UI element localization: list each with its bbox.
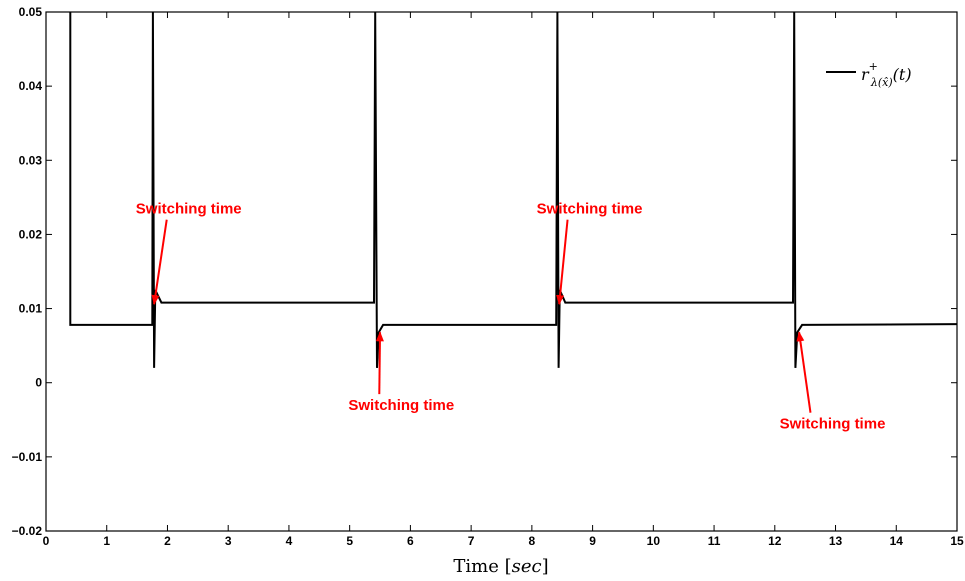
annotation-arrow — [796, 331, 812, 413]
annotations-layer: Switching time Switching time Switching ti… — [136, 201, 886, 433]
x-tick-label: 10 — [647, 534, 661, 548]
annotation-arrow — [151, 219, 168, 306]
series-layer — [69, 11, 958, 368]
x-tick-label: 4 — [286, 534, 293, 548]
legend-sup: + — [869, 60, 878, 73]
x-tick-label: 15 — [950, 534, 964, 548]
x-tick-label: 5 — [346, 534, 353, 548]
annotation-arrow — [375, 331, 384, 395]
y-tick-label: −0.02 — [12, 524, 43, 538]
x-tick-label: 8 — [529, 534, 536, 548]
legend-main: r — [861, 65, 870, 84]
legend-entry: r+ λ(x̂)(t) — [861, 60, 912, 89]
y-tick-label: 0.01 — [19, 302, 43, 316]
x-tick-label: 11 — [708, 534, 721, 548]
y-tick-label: 0.04 — [19, 79, 43, 93]
legend: r+ λ(x̂)(t) — [826, 60, 912, 89]
x-tick-label: 9 — [589, 534, 596, 548]
y-tick-label: 0.02 — [19, 227, 43, 241]
annotation-label: Switching time — [537, 201, 643, 218]
x-axis-label: Time [sec] — [453, 556, 548, 577]
x-tick-label: 6 — [407, 534, 414, 548]
x-axis-label-unit: sec — [512, 556, 542, 577]
x-tick-label: 14 — [890, 534, 904, 548]
y-tick-label: 0 — [35, 376, 42, 390]
x-tick-label: 7 — [468, 534, 475, 548]
annotation-label: Switching time — [136, 201, 242, 218]
y-axis: −0.02 −0.01 0 0.01 0.02 0.03 0.04 0.05 — [12, 5, 957, 538]
annotation-label: Switching time — [348, 397, 454, 414]
series-line — [69, 11, 958, 368]
legend-sub: λ(x̂) — [870, 76, 893, 89]
plot-area — [45, 11, 958, 532]
x-tick-label: 1 — [103, 534, 110, 548]
x-axis-label-name: Time — [453, 556, 498, 577]
legend-tail: (t) — [893, 65, 912, 84]
x-tick-label: 12 — [768, 534, 782, 548]
x-axis: 0 1 2 3 4 5 6 7 8 9 10 11 12 13 14 15 — [43, 12, 964, 548]
y-tick-label: −0.01 — [12, 450, 43, 464]
y-tick-label: 0.05 — [19, 5, 43, 19]
x-tick-label: 0 — [43, 534, 50, 548]
annotation-label: Switching time — [780, 416, 886, 433]
annotation-arrow — [556, 219, 569, 306]
x-tick-label: 13 — [829, 534, 843, 548]
x-tick-label: 3 — [225, 534, 232, 548]
y-tick-label: 0.03 — [19, 153, 43, 167]
x-tick-label: 2 — [164, 534, 171, 548]
